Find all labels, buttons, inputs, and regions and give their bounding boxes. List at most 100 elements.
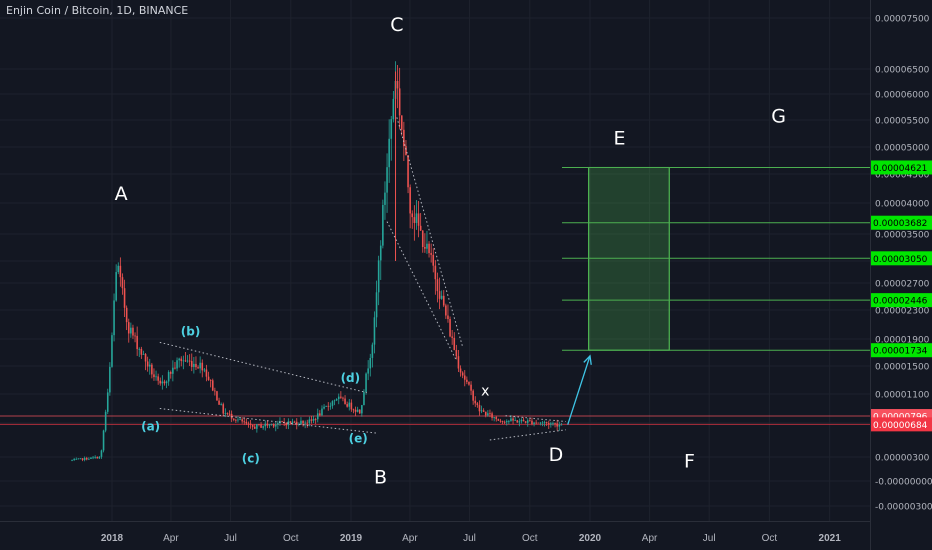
candle-body	[556, 423, 558, 427]
wave-label-a: A	[115, 183, 128, 205]
candle-body	[298, 424, 300, 425]
candle-body	[445, 305, 447, 316]
trendline-dotted	[159, 341, 367, 394]
target-level-badge	[871, 160, 932, 175]
y-tick-label: -0.00000300	[875, 503, 932, 513]
candle-body	[430, 253, 432, 255]
candle-body	[237, 419, 239, 421]
y-tick-label: 0.00001900	[875, 336, 930, 346]
candle-body	[127, 322, 130, 334]
candle-body	[495, 417, 498, 420]
candle-body	[497, 419, 500, 421]
candle-body	[331, 401, 334, 406]
candle-body	[508, 420, 510, 422]
candle-body	[161, 381, 164, 384]
candle-body	[512, 418, 514, 421]
y-tick-label: 0.00002300	[875, 307, 930, 317]
candle-body	[356, 409, 359, 412]
candle-body	[466, 379, 468, 382]
candle-body	[529, 420, 531, 422]
wave-label-x: x	[481, 383, 489, 399]
grid-lines	[0, 0, 870, 521]
x-tick-label: Apr	[402, 533, 418, 544]
candle-body	[417, 213, 420, 226]
candle-body	[235, 419, 237, 421]
candle-body	[165, 381, 168, 384]
wave-label-g: G	[771, 106, 786, 128]
candle-body	[424, 246, 426, 249]
candle-body	[321, 408, 323, 416]
candle-body	[266, 423, 269, 426]
candle-body	[367, 368, 369, 374]
candle-body	[409, 187, 411, 214]
price-badge-value: 0.00000684	[873, 421, 928, 431]
x-tick-label: Jul	[703, 533, 716, 544]
candle-body	[531, 420, 533, 424]
candle-body	[373, 317, 376, 345]
candles	[71, 61, 563, 462]
target-level-value: 0.00003050	[873, 255, 928, 265]
candle-body	[100, 450, 103, 457]
wave-label-sub: (d)	[341, 371, 361, 385]
candle-body	[73, 459, 75, 461]
y-tick-label: 0.00000300	[875, 454, 930, 464]
candle-body	[272, 424, 275, 427]
candle-body	[463, 375, 466, 380]
candle-body	[457, 356, 460, 369]
candle-body	[499, 420, 502, 422]
candle-body	[413, 217, 416, 223]
candle-body	[354, 409, 357, 412]
candle-body	[134, 335, 136, 337]
target-level-badge	[871, 215, 932, 230]
candle-body	[88, 458, 90, 460]
candle-body	[501, 421, 504, 422]
candle-body	[419, 225, 422, 231]
candle-body	[384, 192, 386, 205]
candle-body	[146, 361, 149, 367]
candle-body	[102, 430, 105, 451]
candle-body	[176, 360, 178, 369]
candle-body	[541, 422, 544, 424]
target-level-badge	[871, 251, 932, 266]
chart-title: Enjin Coin / Bitcoin, 1D, BINANCE	[6, 4, 189, 17]
candle-body	[361, 405, 363, 414]
candle-body	[363, 392, 365, 406]
candle-body	[474, 400, 477, 404]
candle-body	[136, 335, 138, 350]
candle-body	[205, 369, 208, 377]
candle-body	[260, 424, 262, 428]
wave-label-d: D	[549, 444, 564, 466]
candle-body	[449, 319, 451, 337]
candle-body	[426, 243, 428, 249]
candle-body	[312, 418, 315, 421]
candle-body	[516, 420, 519, 423]
candle-body	[256, 424, 258, 429]
candle-body	[438, 291, 441, 299]
candle-body	[375, 292, 378, 318]
candle-body	[197, 367, 199, 369]
candle-body	[484, 411, 487, 416]
target-level-value: 0.00003682	[873, 219, 927, 229]
candle-body	[386, 167, 388, 193]
candle-body	[186, 360, 189, 362]
candle-body	[348, 402, 351, 407]
candle-body	[277, 423, 279, 425]
candle-body	[308, 419, 311, 423]
wave-label-e: E	[613, 127, 625, 149]
candle-body	[224, 413, 227, 414]
candle-body	[81, 458, 84, 460]
candle-body	[543, 422, 546, 424]
candle-body	[228, 413, 231, 415]
candle-body	[123, 288, 126, 308]
candle-body	[405, 146, 407, 156]
candle-body	[377, 260, 380, 293]
candle-body	[195, 363, 197, 368]
y-tick-label: 0.00002700	[875, 280, 930, 290]
candle-body	[201, 362, 204, 371]
y-tick-label: 0.00001500	[875, 363, 930, 373]
y-tick-label: 0.00004000	[875, 200, 930, 210]
candle-body	[144, 353, 147, 362]
candle-body	[159, 380, 162, 384]
x-tick-label: 2018	[101, 533, 124, 544]
